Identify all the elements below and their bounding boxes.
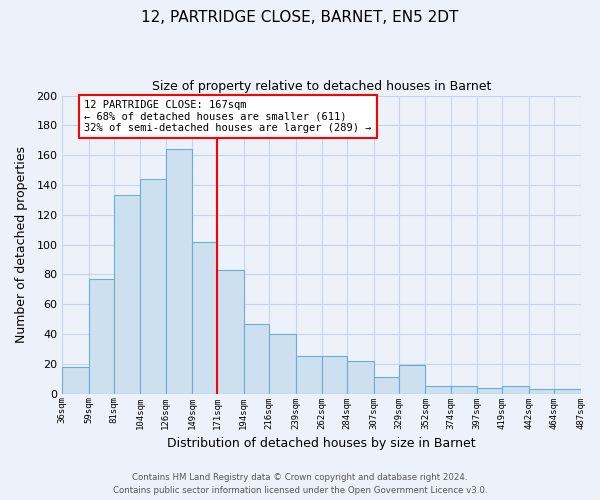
Text: Contains HM Land Registry data © Crown copyright and database right 2024.
Contai: Contains HM Land Registry data © Crown c… bbox=[113, 474, 487, 495]
Y-axis label: Number of detached properties: Number of detached properties bbox=[15, 146, 28, 343]
Bar bbox=[62, 367, 89, 394]
Bar bbox=[244, 324, 269, 394]
Bar bbox=[425, 386, 451, 394]
Bar bbox=[269, 334, 296, 394]
Bar bbox=[296, 356, 322, 394]
Bar bbox=[114, 196, 140, 394]
Bar bbox=[477, 388, 502, 394]
Bar bbox=[554, 389, 581, 394]
Bar bbox=[529, 389, 554, 394]
Title: Size of property relative to detached houses in Barnet: Size of property relative to detached ho… bbox=[152, 80, 491, 93]
Bar bbox=[347, 361, 374, 394]
Bar bbox=[374, 377, 399, 394]
Bar bbox=[89, 279, 114, 394]
Bar bbox=[166, 149, 192, 394]
X-axis label: Distribution of detached houses by size in Barnet: Distribution of detached houses by size … bbox=[167, 437, 476, 450]
Bar bbox=[217, 270, 244, 394]
Bar bbox=[399, 366, 425, 394]
Text: 12, PARTRIDGE CLOSE, BARNET, EN5 2DT: 12, PARTRIDGE CLOSE, BARNET, EN5 2DT bbox=[142, 10, 458, 25]
Text: 12 PARTRIDGE CLOSE: 167sqm
← 68% of detached houses are smaller (611)
32% of sem: 12 PARTRIDGE CLOSE: 167sqm ← 68% of deta… bbox=[84, 100, 371, 133]
Bar bbox=[192, 242, 217, 394]
Bar bbox=[140, 179, 166, 394]
Bar bbox=[451, 386, 477, 394]
Bar bbox=[502, 386, 529, 394]
Bar bbox=[322, 356, 347, 394]
